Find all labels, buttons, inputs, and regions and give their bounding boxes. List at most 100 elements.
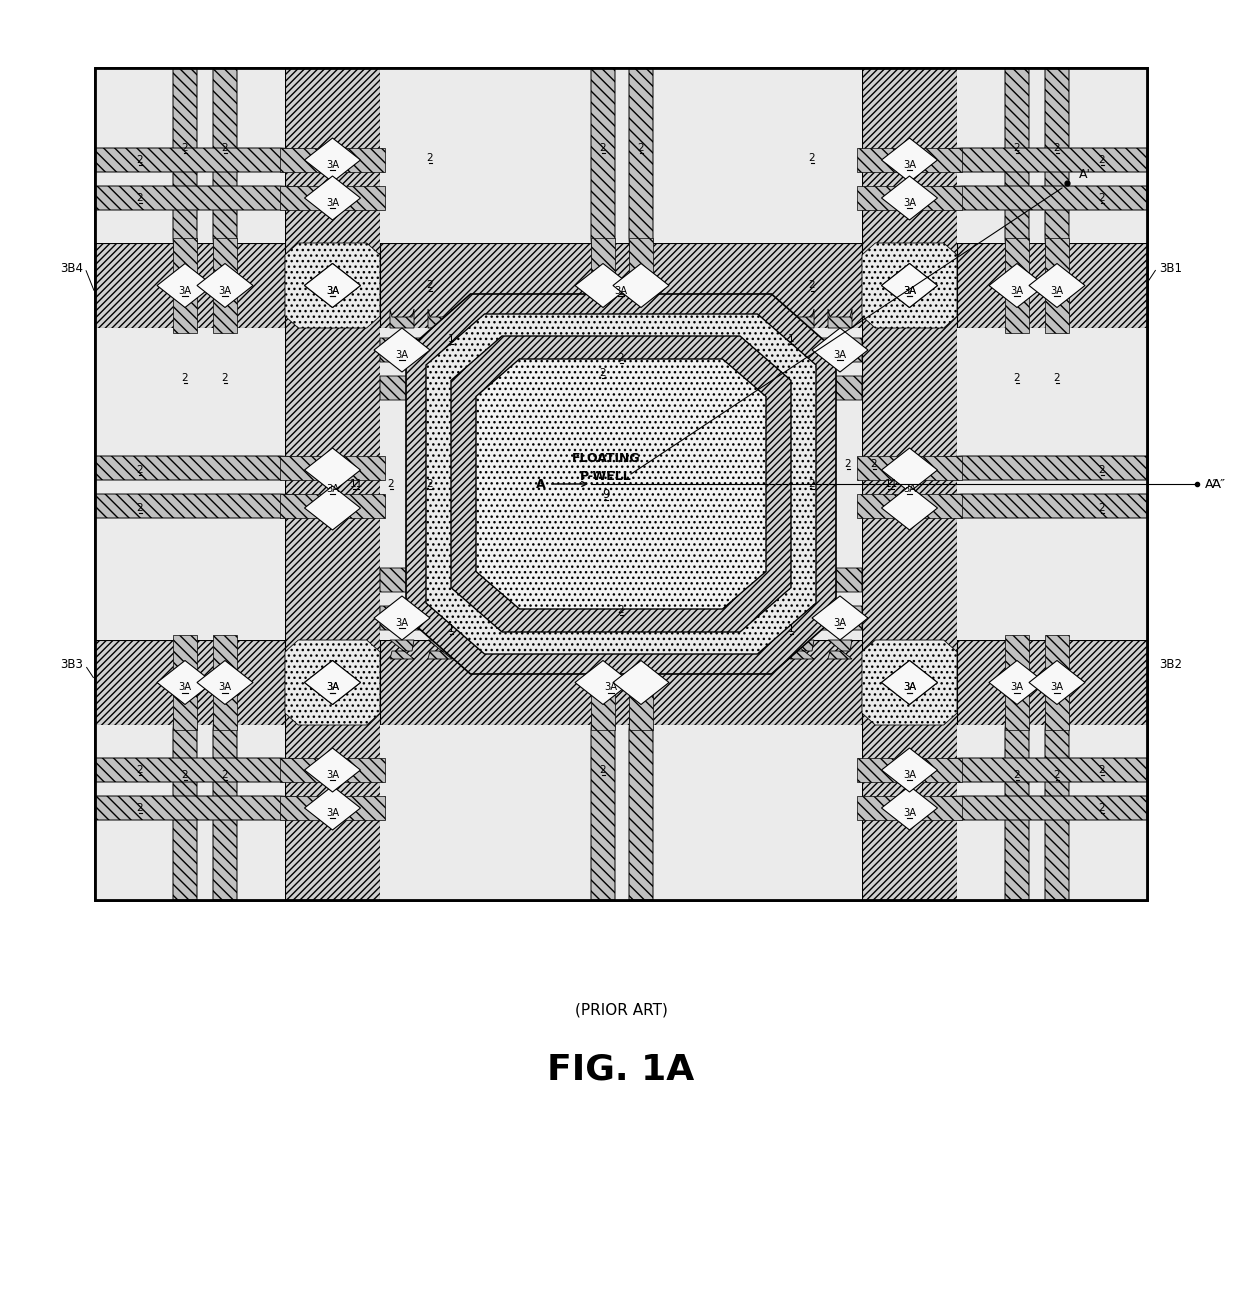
Text: 2: 2 <box>1013 143 1021 153</box>
Polygon shape <box>892 186 1147 210</box>
Text: 11: 11 <box>884 479 898 489</box>
Text: 2: 2 <box>808 479 816 489</box>
Text: FIG. 1A: FIG. 1A <box>547 1054 694 1088</box>
Polygon shape <box>892 758 1147 782</box>
Text: 2: 2 <box>1054 143 1060 153</box>
Polygon shape <box>285 640 379 725</box>
Text: 2: 2 <box>637 143 645 153</box>
Text: 3A: 3A <box>1050 286 1064 296</box>
Polygon shape <box>405 293 836 674</box>
Polygon shape <box>790 309 813 329</box>
Text: 3A: 3A <box>604 682 618 692</box>
Polygon shape <box>812 596 868 640</box>
Text: 2: 2 <box>182 373 188 383</box>
Text: 3B1: 3B1 <box>1159 262 1182 275</box>
Bar <box>1045 239 1069 333</box>
Text: 3A: 3A <box>903 808 916 818</box>
Text: 3A: 3A <box>218 682 232 692</box>
Bar <box>1004 239 1029 333</box>
Bar <box>862 68 957 900</box>
Polygon shape <box>305 661 361 704</box>
Text: A″: A″ <box>1211 477 1226 490</box>
Bar <box>857 456 962 480</box>
Text: 2: 2 <box>388 479 394 489</box>
Text: 2: 2 <box>1013 373 1021 383</box>
Polygon shape <box>174 670 197 900</box>
Text: 2: 2 <box>870 459 878 469</box>
Polygon shape <box>1004 68 1029 299</box>
Polygon shape <box>813 606 862 630</box>
Text: 2: 2 <box>136 193 144 203</box>
Text: 3A: 3A <box>903 198 916 209</box>
Bar <box>95 640 1147 725</box>
Text: 2: 2 <box>222 769 228 780</box>
Text: 3A: 3A <box>326 808 339 818</box>
Polygon shape <box>882 449 937 492</box>
Polygon shape <box>575 263 631 308</box>
Text: 2: 2 <box>136 803 144 812</box>
Text: 2: 2 <box>136 155 144 166</box>
Text: 2: 2 <box>618 605 624 615</box>
Bar <box>857 186 962 210</box>
Polygon shape <box>157 263 213 308</box>
Text: 2: 2 <box>600 368 606 378</box>
Bar <box>591 239 615 333</box>
Polygon shape <box>428 640 453 659</box>
Text: 3A: 3A <box>326 682 339 692</box>
Polygon shape <box>1029 661 1085 704</box>
Bar <box>857 494 962 518</box>
Bar <box>280 186 384 210</box>
Polygon shape <box>379 338 429 363</box>
Text: 3A: 3A <box>1050 682 1064 692</box>
Text: 2: 2 <box>136 765 144 775</box>
Text: 3B4: 3B4 <box>60 262 83 275</box>
Bar <box>95 329 285 640</box>
Bar <box>95 68 285 243</box>
Bar <box>857 758 962 782</box>
Text: 2: 2 <box>1099 503 1105 512</box>
Text: 3A: 3A <box>326 682 339 692</box>
Bar <box>95 68 1147 900</box>
Text: 2: 2 <box>182 769 188 780</box>
Polygon shape <box>882 661 937 704</box>
Polygon shape <box>882 486 937 529</box>
Text: 2: 2 <box>808 280 816 291</box>
Polygon shape <box>197 263 253 308</box>
Text: 3B2: 3B2 <box>1159 659 1182 672</box>
Bar <box>174 635 197 730</box>
Polygon shape <box>374 596 430 640</box>
Polygon shape <box>174 68 197 299</box>
Polygon shape <box>828 640 852 659</box>
Polygon shape <box>305 263 361 308</box>
Polygon shape <box>629 68 653 299</box>
Polygon shape <box>379 569 429 592</box>
Text: 1: 1 <box>787 334 795 344</box>
Polygon shape <box>813 338 862 363</box>
Text: 3A: 3A <box>615 286 627 296</box>
Polygon shape <box>591 670 615 900</box>
Polygon shape <box>990 661 1045 704</box>
Polygon shape <box>882 263 937 308</box>
Polygon shape <box>391 640 414 659</box>
Text: 3B3: 3B3 <box>60 659 83 672</box>
Text: 3A: 3A <box>903 286 916 296</box>
Polygon shape <box>892 456 1147 480</box>
Bar <box>280 456 384 480</box>
Bar <box>379 68 862 243</box>
Text: 2: 2 <box>618 353 624 363</box>
Polygon shape <box>305 176 361 220</box>
Polygon shape <box>882 263 937 308</box>
Text: 3A: 3A <box>326 160 339 170</box>
Polygon shape <box>374 329 430 372</box>
Text: A: A <box>537 477 587 490</box>
Text: 3A: 3A <box>903 682 916 692</box>
Polygon shape <box>990 263 1045 308</box>
Polygon shape <box>575 661 631 704</box>
Text: 3A: 3A <box>326 769 339 780</box>
Polygon shape <box>379 376 429 400</box>
Polygon shape <box>305 786 361 831</box>
Text: A″: A″ <box>1197 477 1218 490</box>
Bar <box>280 494 384 518</box>
Polygon shape <box>828 309 852 329</box>
Polygon shape <box>428 309 453 329</box>
